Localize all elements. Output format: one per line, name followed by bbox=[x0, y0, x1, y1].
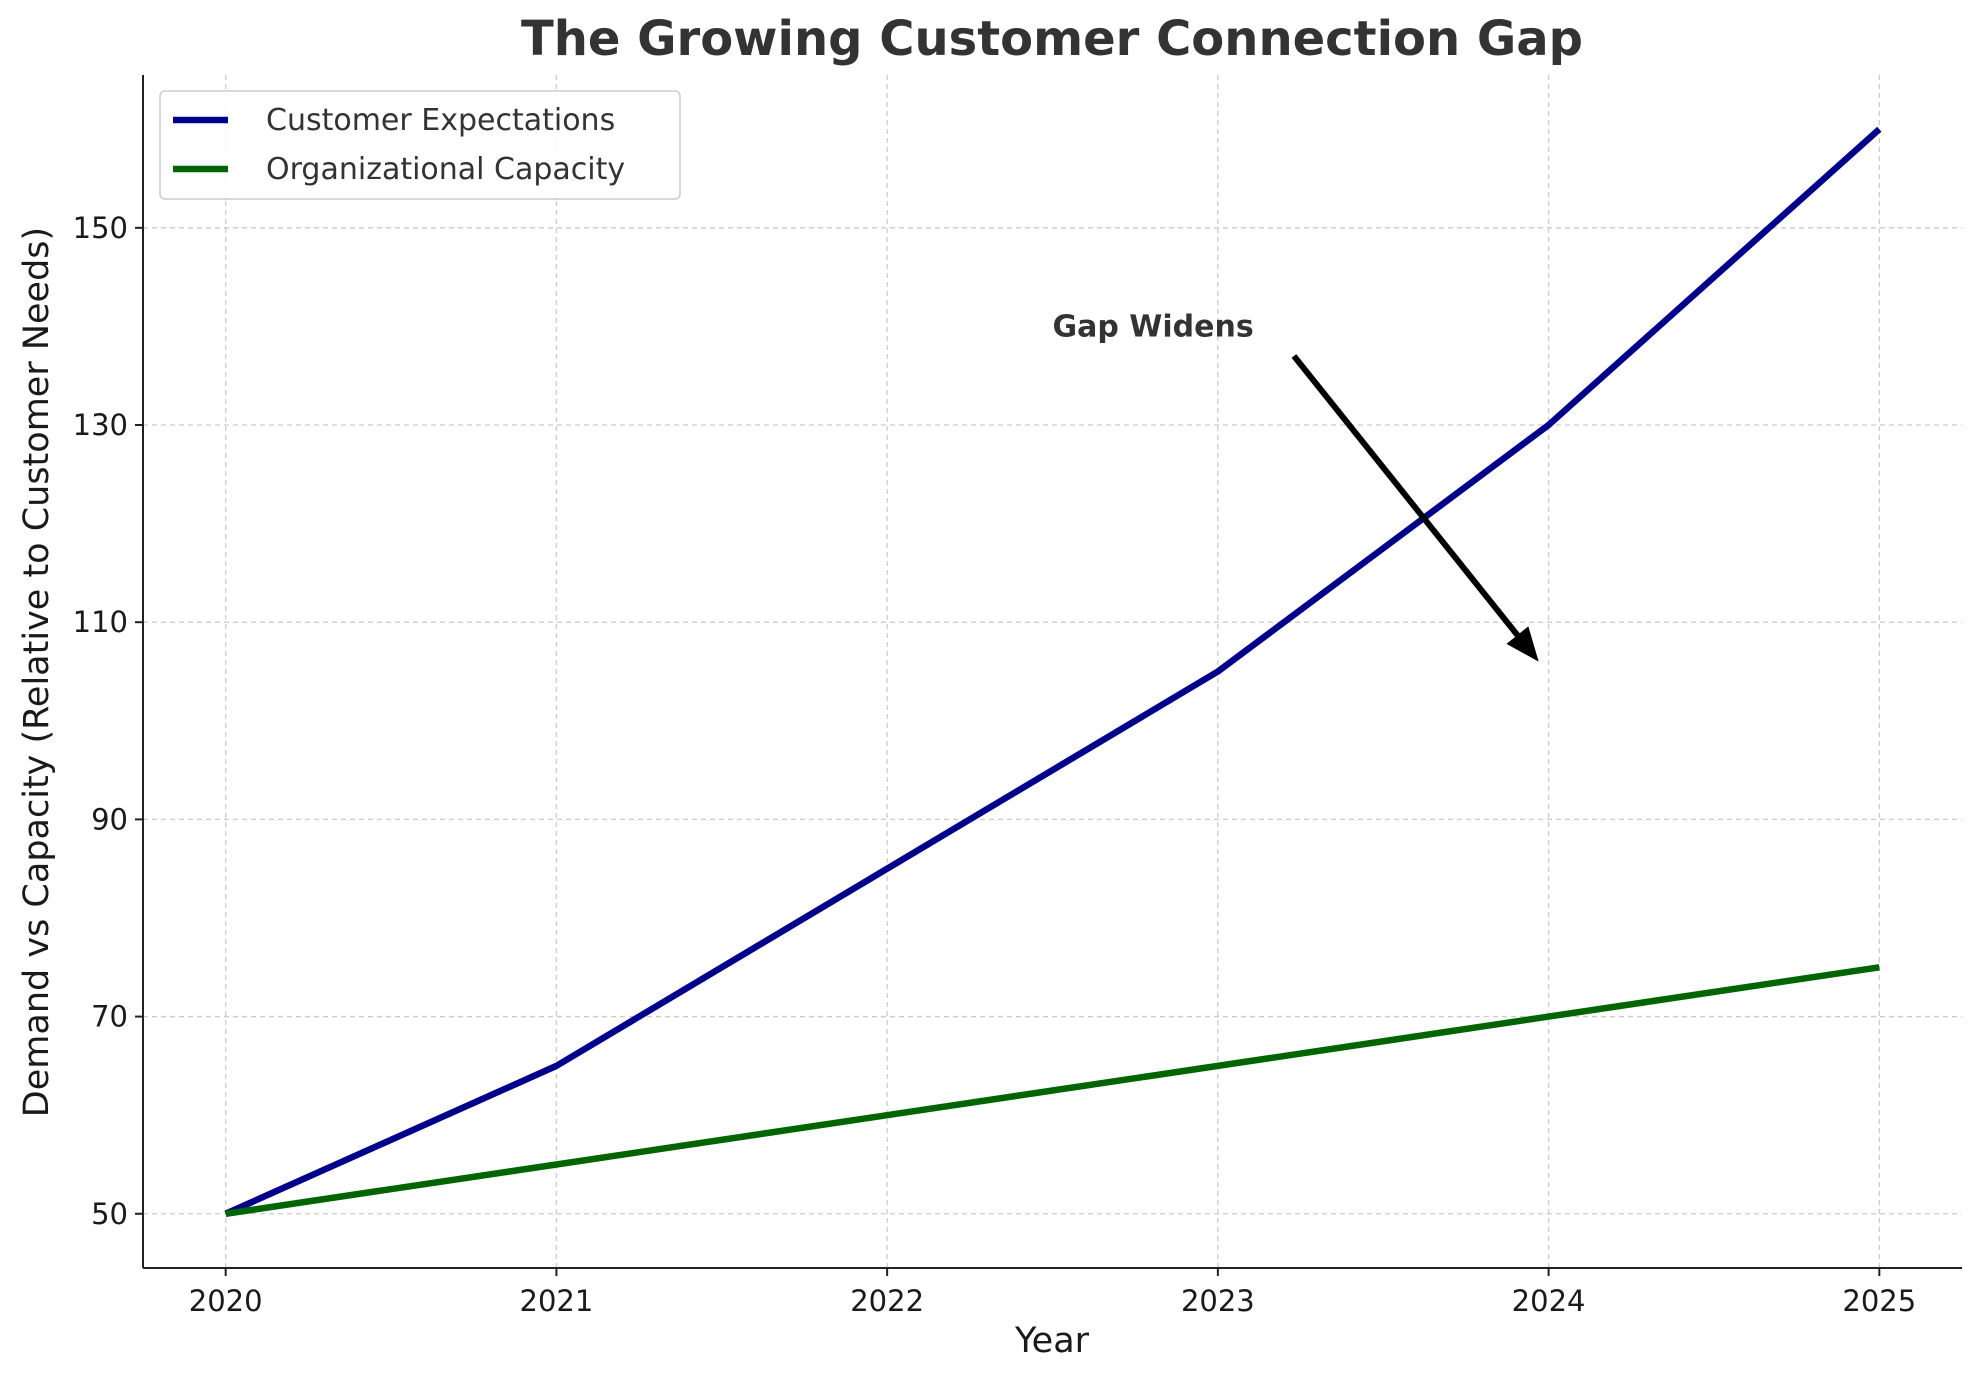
x-tick-label: 2025 bbox=[1842, 1284, 1916, 1318]
x-tick-label: 2021 bbox=[520, 1284, 594, 1318]
legend-label: Organizational Capacity bbox=[266, 152, 625, 187]
y-tick-label: 110 bbox=[73, 605, 128, 639]
y-tick-label: 150 bbox=[73, 211, 128, 245]
legend-frame bbox=[159, 90, 681, 200]
x-tick-label: 2024 bbox=[1512, 1284, 1586, 1318]
x-tick-label: 2020 bbox=[189, 1284, 263, 1318]
x-tick-label: 2023 bbox=[1181, 1284, 1255, 1318]
y-tick-label: 70 bbox=[91, 1000, 128, 1034]
legend: Customer Expectations Organizational Capa… bbox=[159, 90, 681, 200]
series-line-organizational-capacity bbox=[225, 964, 1880, 1217]
y-tick-label: 90 bbox=[91, 802, 128, 836]
grid-layer bbox=[143, 75, 1962, 1268]
series-layer bbox=[224, 126, 1882, 1217]
y-tick-label: 50 bbox=[91, 1197, 128, 1231]
series-line-customer-expectations bbox=[224, 126, 1882, 1217]
annotation-layer: Gap Widens bbox=[1053, 309, 1539, 662]
annotation-arrow-shaft bbox=[1291, 354, 1520, 637]
y-axis-label: Demand vs Capacity (Relative to Customer… bbox=[17, 227, 57, 1117]
legend-label: Customer Expectations bbox=[266, 103, 615, 138]
y-tick-label: 130 bbox=[73, 408, 128, 442]
chart-title: The Growing Customer Connection Gap bbox=[521, 11, 1583, 67]
annotation-label: Gap Widens bbox=[1053, 309, 1254, 344]
axes-layer: 2020 2021 2022 2023 2024 2025 50 70 90 110 130 150 bbox=[73, 75, 1962, 1318]
annotation-arrow-head bbox=[1506, 626, 1539, 662]
x-axis-label: Year bbox=[1014, 1321, 1090, 1361]
x-tick-label: 2022 bbox=[850, 1284, 924, 1318]
